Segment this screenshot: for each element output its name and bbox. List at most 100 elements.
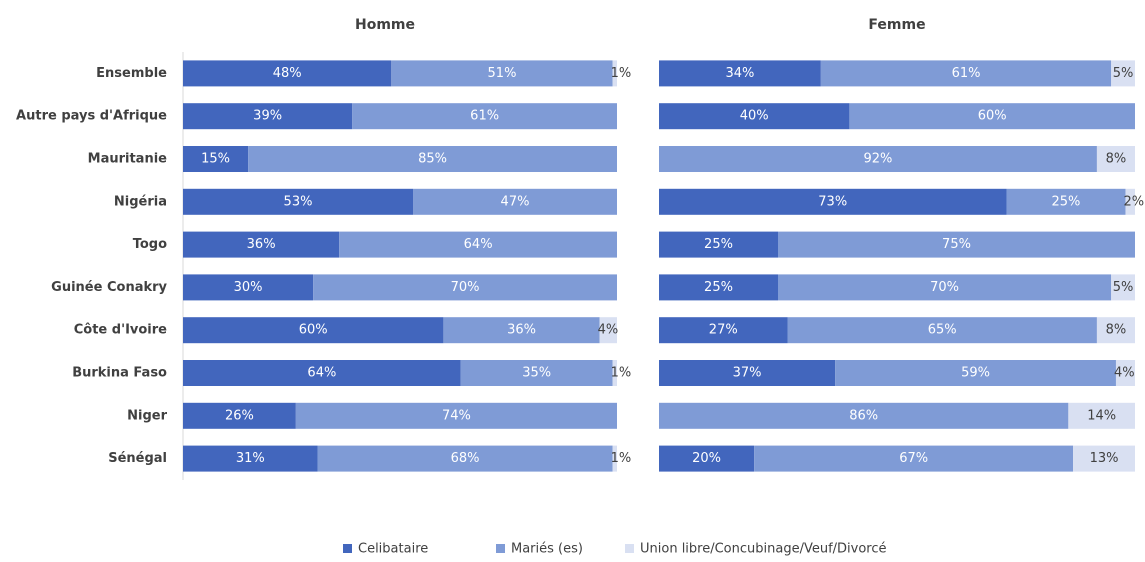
bar-segment: [183, 317, 444, 344]
data-label: 37%: [733, 366, 762, 381]
y-tick-label: Autre pays d'Afrique: [16, 109, 167, 124]
bar-segment: [183, 231, 340, 258]
bar-segment: [313, 274, 617, 301]
bar-segment: [659, 402, 1069, 429]
bar-segment: [849, 103, 1135, 130]
y-tick-label: Mauritanie: [88, 152, 168, 167]
bar-segment: [443, 317, 600, 344]
bar-segment: [413, 188, 617, 215]
bar-segment: [659, 274, 778, 301]
data-label: 53%: [284, 194, 313, 209]
data-label: 36%: [507, 323, 536, 338]
bar-segment: [835, 360, 1116, 386]
data-label: 1%: [611, 366, 632, 381]
bar-segment: [599, 317, 617, 344]
chart-title: Femme: [868, 17, 925, 33]
bar-segment: [391, 60, 613, 87]
data-label: 39%: [253, 109, 282, 124]
bar-segment: [754, 445, 1074, 472]
legend-swatch: [343, 544, 352, 553]
bar-segment: [612, 60, 617, 87]
data-label: 48%: [273, 66, 302, 81]
bar-segment: [612, 360, 617, 386]
bar-segment: [659, 317, 788, 344]
bar-segment: [659, 188, 1007, 215]
bar-segment: [460, 360, 613, 386]
legend-label: Mariés (es): [511, 542, 583, 557]
data-label: 70%: [451, 280, 480, 295]
data-label: 60%: [299, 323, 328, 338]
bar-segment: [1006, 188, 1126, 215]
data-label: 40%: [740, 109, 769, 124]
data-label: 64%: [464, 237, 493, 252]
data-label: 47%: [501, 194, 530, 209]
data-label: 36%: [247, 237, 276, 252]
bar-segment: [1073, 445, 1135, 472]
data-label: 2%: [1123, 194, 1144, 209]
bar-segment: [352, 103, 617, 130]
data-label: 92%: [864, 152, 893, 167]
bar-segment: [820, 60, 1112, 87]
data-label: 4%: [598, 323, 619, 338]
legend-swatch: [496, 544, 505, 553]
data-label: 34%: [725, 66, 754, 81]
data-label: 27%: [709, 323, 738, 338]
data-label: 85%: [418, 152, 447, 167]
bar-segment: [778, 231, 1135, 258]
data-label: 20%: [692, 451, 721, 466]
data-label: 68%: [451, 451, 480, 466]
data-label: 1%: [611, 451, 632, 466]
bar-segment: [659, 146, 1097, 172]
y-tick-label: Nigéria: [114, 194, 167, 209]
bar-segment: [183, 146, 249, 172]
bar-segment: [295, 402, 617, 429]
chart-title: Homme: [355, 17, 415, 33]
data-label: 59%: [961, 366, 990, 381]
bar-segment: [317, 445, 613, 472]
y-tick-label: Ensemble: [96, 66, 167, 81]
bar-segment: [1115, 360, 1135, 386]
legend-swatch: [625, 544, 634, 553]
data-label: 13%: [1090, 451, 1119, 466]
data-label: 61%: [470, 109, 499, 124]
data-label: 5%: [1113, 66, 1134, 81]
bar-segment: [183, 60, 392, 87]
data-label: 1%: [611, 66, 632, 81]
legend-label: Union libre/Concubinage/Veuf/Divorcé: [640, 542, 887, 557]
data-label: 30%: [234, 280, 263, 295]
bar-segment: [1111, 60, 1135, 87]
bar-segment: [1096, 146, 1135, 172]
bar-segment: [1125, 188, 1135, 215]
data-label: 14%: [1087, 408, 1116, 423]
bar-segment: [183, 360, 461, 386]
data-label: 8%: [1106, 152, 1127, 167]
y-tick-label: Togo: [133, 237, 167, 252]
y-tick-label: Côte d'Ivoire: [74, 323, 167, 338]
data-label: 64%: [307, 366, 336, 381]
y-tick-label: Guinée Conakry: [51, 280, 167, 295]
data-label: 65%: [928, 323, 957, 338]
data-label: 26%: [225, 408, 254, 423]
bar-segment: [659, 103, 850, 130]
data-label: 61%: [952, 66, 981, 81]
data-label: 25%: [1052, 194, 1081, 209]
data-label: 15%: [201, 152, 230, 167]
data-label: 25%: [704, 237, 733, 252]
y-tick-label: Niger: [127, 408, 167, 423]
data-label: 35%: [522, 366, 551, 381]
bar-segment: [183, 103, 353, 130]
bar-segment: [659, 231, 778, 258]
data-label: 67%: [899, 451, 928, 466]
bar-segment: [778, 274, 1112, 301]
data-label: 4%: [1114, 366, 1135, 381]
bar-segment: [1096, 317, 1135, 344]
bar-segment: [183, 445, 318, 472]
data-label: 25%: [704, 280, 733, 295]
data-label: 74%: [442, 408, 471, 423]
bar-segment: [659, 445, 755, 472]
bar-segment: [787, 317, 1097, 344]
bar-segment: [1068, 402, 1135, 429]
legend-label: Celibataire: [358, 542, 428, 557]
